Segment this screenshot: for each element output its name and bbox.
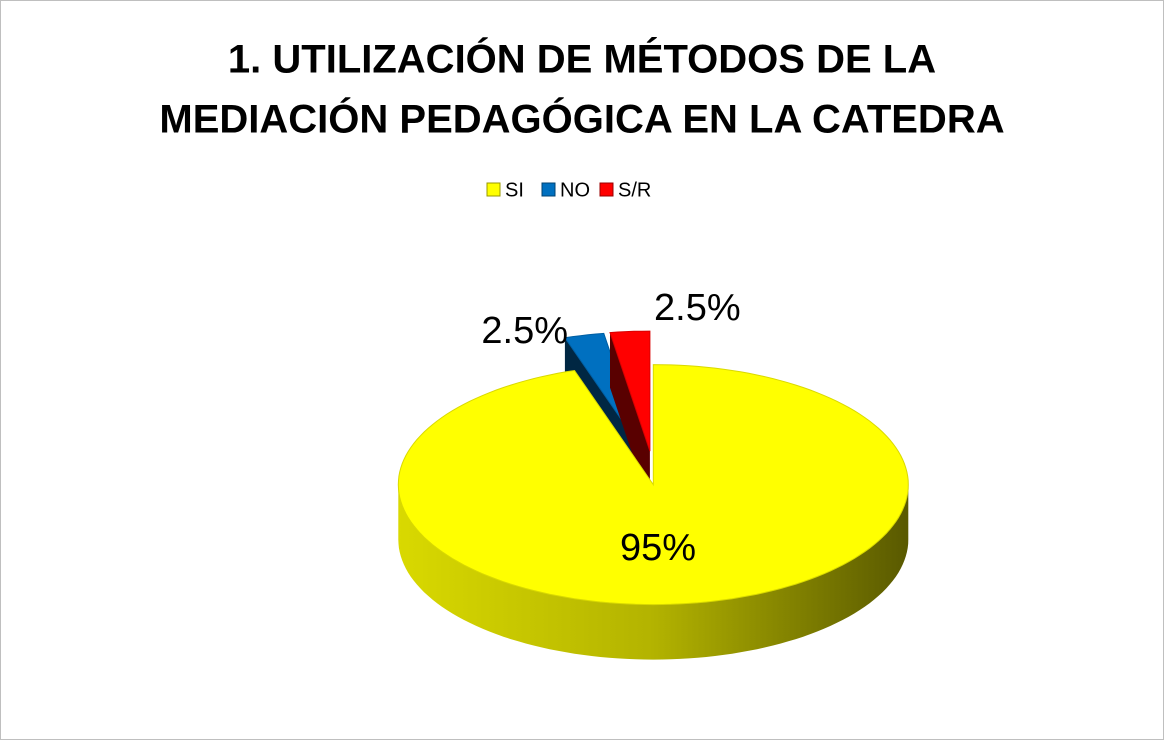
legend-swatch xyxy=(486,182,501,197)
slice-side xyxy=(398,484,909,660)
slice xyxy=(609,330,651,452)
legend-swatch xyxy=(541,182,556,197)
data-label: 2.5% xyxy=(654,287,741,329)
legend-label: NO xyxy=(560,179,590,201)
legend-label: S/R xyxy=(618,179,651,201)
chart-title: 1. UTILIZACIÓN DE MÉTODOS DE LA xyxy=(228,36,936,82)
chart-title: MEDIACIÓN PEDAGÓGICA EN LA CATEDRA xyxy=(159,96,1004,142)
data-label: 2.5% xyxy=(481,310,568,352)
slice xyxy=(397,364,909,606)
slice-wall xyxy=(610,332,650,507)
legend-label: SI xyxy=(505,179,524,201)
data-label: 95% xyxy=(620,527,696,569)
legend-swatch xyxy=(599,182,614,197)
